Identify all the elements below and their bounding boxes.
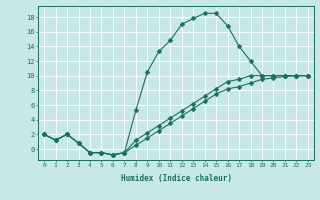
X-axis label: Humidex (Indice chaleur): Humidex (Indice chaleur) — [121, 174, 231, 183]
